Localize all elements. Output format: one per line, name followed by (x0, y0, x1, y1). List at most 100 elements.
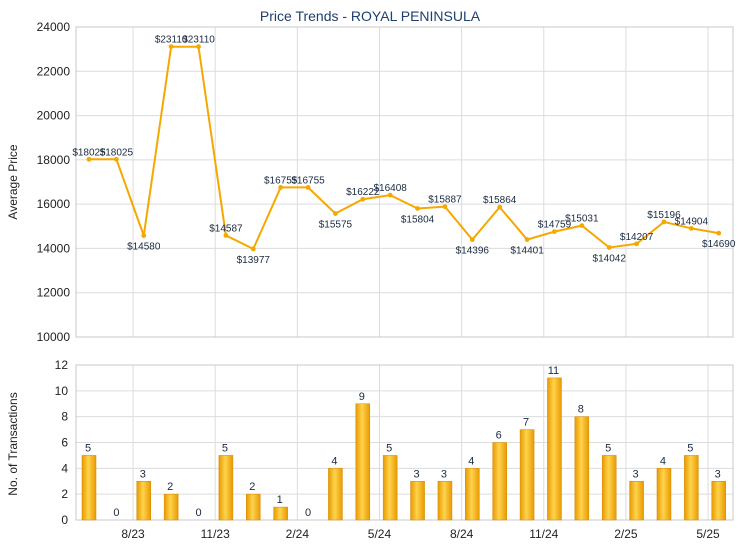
price-point (524, 237, 530, 242)
price-data-label: $14904 (675, 216, 709, 227)
price-point (333, 211, 338, 216)
price-data-label: $16755 (291, 175, 325, 186)
transactions-bar (246, 493, 261, 521)
price-point (113, 156, 119, 162)
price-point (634, 241, 639, 247)
price-point (716, 230, 722, 236)
x-tick-label: 5/25 (696, 527, 720, 541)
price-data-label: $14401 (510, 246, 544, 257)
transactions-bar-label: 3 (715, 468, 721, 480)
transactions-y-tick: 8 (61, 410, 68, 424)
transactions-bar-label: 0 (305, 507, 311, 519)
price-data-label: $18025 (100, 147, 134, 158)
transactions-bar (629, 481, 644, 521)
x-tick-label: 2/25 (614, 527, 638, 541)
transactions-bar-label: 4 (660, 455, 666, 467)
price-point (415, 206, 420, 211)
price-point (661, 219, 667, 225)
transactions-bar (519, 429, 535, 521)
transactions-bar-label: 0 (113, 507, 119, 519)
transactions-bar (273, 506, 288, 521)
transactions-y-tick: 6 (61, 436, 68, 450)
price-data-label: $15864 (483, 195, 517, 206)
transactions-bar-label: 5 (85, 442, 91, 454)
transactions-bar-label: 2 (249, 481, 255, 493)
price-data-label: $23110 (182, 35, 215, 46)
price-point (442, 204, 448, 210)
transactions-bar-label: 7 (523, 417, 529, 429)
price-point (387, 192, 393, 198)
price-data-label: $14690 (702, 239, 736, 250)
price-point (552, 229, 557, 235)
price-y-axis-title: Average Price (6, 144, 20, 219)
price-y-tick: 22000 (37, 64, 71, 78)
transactions-y-axis-title: No. of Transactions (6, 392, 20, 495)
price-data-label: $16755 (264, 175, 298, 186)
price-y-tick: 18000 (37, 153, 71, 167)
transactions-bar-label: 3 (413, 468, 419, 480)
transactions-bar (601, 455, 617, 521)
price-data-label: $14759 (538, 220, 572, 231)
transactions-bar (218, 455, 234, 521)
transactions-y-tick: 4 (61, 461, 68, 475)
x-tick-label: 8/23 (121, 527, 145, 541)
price-data-label: $15887 (428, 195, 462, 206)
price-point (250, 246, 256, 252)
price-data-label: $16222 (346, 187, 380, 198)
x-axis: 8/23 11/23 2/24 5/24 8/24 11/24 2/25 5/25 (121, 527, 720, 541)
x-tick-label: 11/23 (201, 527, 230, 541)
price-y-tick: 14000 (37, 241, 71, 255)
price-point (360, 196, 366, 202)
price-point (305, 185, 311, 190)
transactions-bar (163, 493, 179, 521)
price-data-label: $14207 (620, 232, 654, 243)
price-data-label: $13977 (237, 255, 271, 266)
price-data-label: $14042 (593, 253, 627, 264)
transactions-bar-label: 9 (359, 391, 365, 403)
price-y-axis: 10000 12000 14000 16000 18000 20000 22000 24000 (37, 20, 71, 344)
transactions-bar-label: 5 (687, 442, 693, 454)
price-data-label: $14396 (456, 246, 490, 257)
transactions-bar-label: 5 (222, 442, 228, 454)
price-data-label: $15804 (401, 214, 435, 225)
transactions-bar-label: 3 (633, 468, 639, 480)
price-point (278, 185, 284, 190)
transactions-y-tick: 10 (55, 384, 69, 398)
price-point (497, 204, 503, 210)
transactions-bar (684, 455, 699, 521)
price-data-label: $15196 (647, 210, 681, 221)
price-point (606, 245, 612, 250)
price-y-tick: 10000 (37, 330, 71, 344)
transactions-bar-label: 6 (496, 430, 502, 442)
transactions-y-axis: 0 2 4 6 8 10 12 (55, 358, 69, 527)
transactions-bar-label: 3 (441, 468, 447, 480)
price-series: $18025$18025 $14580 $23110$23110 $14587 $139… (72, 35, 736, 266)
transactions-bar-label: 3 (140, 468, 146, 480)
transactions-bar-label: 4 (331, 455, 337, 467)
transactions-y-tick: 0 (61, 513, 68, 527)
x-tick-label: 5/24 (368, 527, 392, 541)
price-line (89, 45, 719, 251)
price-data-label: $14587 (209, 223, 243, 234)
price-data-label: $16408 (373, 183, 407, 194)
transactions-y-tick: 2 (61, 487, 68, 501)
transactions-bar (355, 403, 371, 521)
transactions-bar (382, 455, 398, 521)
transactions-bar-label: 5 (386, 442, 392, 454)
price-point (469, 237, 475, 243)
transactions-bar (656, 468, 672, 521)
transactions-bar (574, 416, 590, 521)
transactions-bar (81, 455, 97, 521)
price-y-tick: 20000 (37, 109, 71, 123)
transactions-bars: 5 0 3 2 0 5 2 1 0 4 9 5 3 3 4 6 7 11 8 5 3 4 5 3 (81, 365, 726, 521)
price-y-tick: 12000 (37, 286, 71, 300)
transactions-bar (547, 377, 562, 521)
price-data-label: $18025 (72, 147, 106, 158)
transactions-bar (465, 468, 480, 521)
transactions-bar (410, 481, 425, 521)
transactions-bar-label: 1 (277, 494, 283, 506)
transactions-bar-label: 2 (167, 481, 173, 493)
x-tick-label: 8/24 (450, 527, 474, 541)
transactions-bar (136, 481, 152, 521)
transactions-y-tick: 12 (55, 358, 69, 372)
